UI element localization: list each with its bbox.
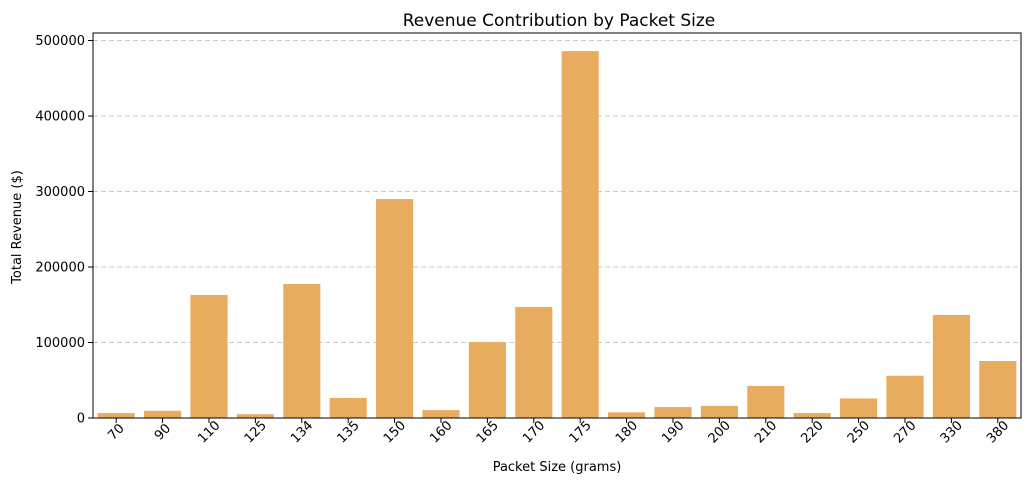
bar [329, 397, 367, 418]
x-tick-label: 110 [195, 418, 223, 446]
y-tick-label: 200000 [35, 261, 85, 276]
bar [840, 398, 878, 418]
x-tick-label: 200 [706, 418, 734, 446]
bar [236, 414, 274, 418]
y-tick-label: 500000 [35, 34, 85, 49]
y-axis-label: Total Revenue ($) [10, 170, 25, 285]
bar [793, 413, 831, 418]
x-tick-label: 380 [984, 418, 1012, 446]
x-tick-label: 175 [566, 418, 594, 446]
plot-frame [92, 32, 1022, 419]
x-tick-label: 125 [242, 418, 270, 446]
x-tick-label: 150 [381, 418, 409, 446]
bar [561, 51, 599, 418]
x-tick-label: 135 [334, 418, 362, 446]
y-tick-label: 0 [77, 412, 85, 427]
chart-title: Revenue Contribution by Packet Size [403, 11, 716, 31]
bar [376, 199, 414, 418]
bar [190, 294, 228, 418]
x-tick-label: 220 [798, 418, 826, 446]
bar-layer [97, 51, 1017, 418]
y-tick-label: 300000 [35, 185, 85, 200]
bar [283, 284, 321, 418]
x-tick-label: 250 [845, 418, 873, 446]
grid-layer [93, 40, 1021, 344]
x-tick-label: 70 [105, 421, 127, 443]
x-tick-label: 165 [474, 418, 502, 446]
bar [422, 410, 460, 418]
x-axis-label: Packet Size (grams) [493, 460, 622, 475]
bar [608, 412, 646, 418]
x-tick-label: 330 [938, 418, 966, 446]
bar [144, 410, 182, 418]
bar [468, 342, 506, 418]
x-tick-label: 190 [659, 418, 687, 446]
y-tick-label: 100000 [35, 336, 85, 351]
x-tick-label: 134 [288, 418, 316, 446]
bar [654, 407, 692, 418]
bar [515, 307, 553, 418]
bar [97, 413, 135, 418]
x-tick-label: 210 [752, 418, 780, 446]
bar [886, 375, 924, 418]
bar [700, 405, 738, 418]
y-tick-label: 400000 [35, 110, 85, 125]
x-tick-label: 270 [891, 418, 919, 446]
bar [979, 361, 1017, 418]
x-tick-label: 170 [520, 418, 548, 446]
x-tick-label: 90 [152, 421, 174, 443]
x-tick-label: 180 [613, 418, 641, 446]
x-tick-label: 160 [427, 418, 455, 446]
bar [932, 314, 970, 418]
bar [747, 385, 785, 418]
